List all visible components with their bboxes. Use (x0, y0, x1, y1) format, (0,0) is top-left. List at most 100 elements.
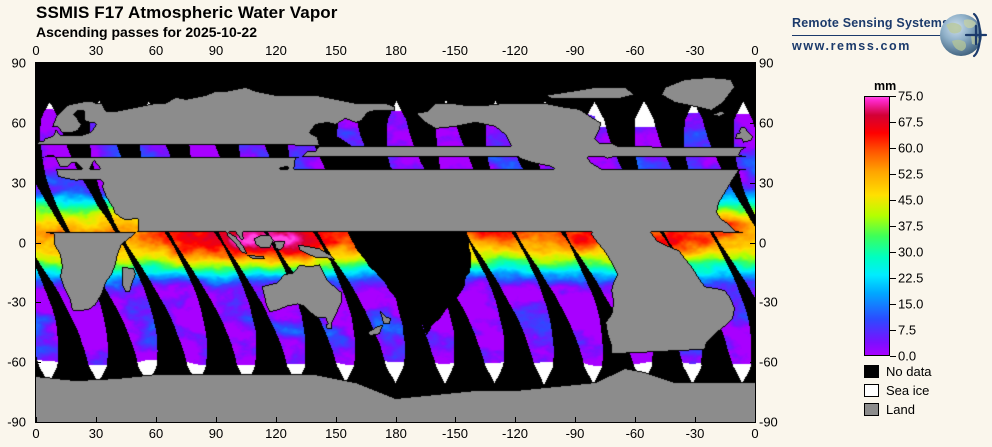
x-axis-label: 90 (208, 43, 224, 58)
x-tick (515, 62, 516, 68)
y-tick (35, 243, 41, 244)
y-tick (35, 362, 41, 363)
legend-swatch (864, 365, 879, 378)
globe-icon (940, 12, 988, 58)
colorbar-tick (890, 174, 896, 175)
colorbar-tick (890, 252, 896, 253)
x-axis-label: 30 (88, 43, 104, 58)
y-axis-label-left: -30 (7, 294, 26, 310)
x-tick (455, 417, 456, 423)
y-axis-label-left: 0 (18, 235, 26, 251)
colorbar-tick (890, 330, 896, 331)
y-tick (35, 422, 41, 423)
colorbar-tick-label: 37.5 (898, 218, 924, 234)
logo-divider (792, 35, 944, 36)
y-tick (35, 63, 41, 64)
colorbar-tick-label: 60.0 (898, 140, 924, 156)
x-axis-label: 0 (32, 43, 40, 58)
x-axis-label: 90 (208, 426, 224, 441)
remss-logo: Remote Sensing Systems www.remss.com (792, 8, 988, 64)
x-tick (515, 417, 516, 423)
colorbar-tick (890, 96, 896, 97)
x-axis-label: 60 (148, 426, 164, 441)
water-vapor-map[interactable] (35, 62, 756, 423)
page-subtitle: Ascending passes for 2025-10-22 (36, 24, 257, 40)
x-tick (96, 417, 97, 423)
y-tick (750, 63, 756, 64)
logo-company-name: Remote Sensing Systems (792, 16, 950, 30)
x-axis-label: -150 (441, 426, 469, 441)
x-axis-label: -60 (625, 43, 645, 58)
y-axis-label-right: -60 (759, 354, 778, 370)
x-tick (36, 417, 37, 423)
y-tick (750, 183, 756, 184)
x-tick (156, 62, 157, 68)
x-tick (755, 417, 756, 423)
x-tick (755, 62, 756, 68)
x-tick (635, 62, 636, 68)
y-tick (750, 302, 756, 303)
x-axis-label: 180 (385, 426, 407, 441)
page-title: SSMIS F17 Atmospheric Water Vapor (36, 3, 338, 22)
colorbar-tick (890, 304, 896, 305)
legend-item: Sea ice (864, 381, 984, 400)
x-tick (216, 62, 217, 68)
x-axis-label: 0 (751, 43, 759, 58)
colorbar-tick (890, 122, 896, 123)
x-tick (575, 62, 576, 68)
x-axis-label: -120 (501, 426, 529, 441)
colorbar-gradient (864, 96, 890, 356)
logo-website: www.remss.com (792, 39, 911, 53)
y-axis-label-right: -90 (759, 414, 778, 430)
x-tick (396, 62, 397, 68)
map-legend: No data Sea ice Land (864, 362, 984, 419)
legend-item: Land (864, 400, 984, 419)
colorbar-tick-label: 0.0 (898, 348, 917, 364)
x-axis-label: -120 (501, 43, 529, 58)
x-tick (455, 62, 456, 68)
y-axis-label-left: 90 (11, 55, 26, 71)
map-raster (36, 63, 755, 422)
x-axis-label: 150 (325, 43, 347, 58)
y-axis-label-right: 30 (759, 175, 774, 191)
x-axis-label: 150 (325, 426, 347, 441)
x-tick (216, 417, 217, 423)
x-axis-label: -30 (685, 426, 705, 441)
x-tick (156, 417, 157, 423)
x-axis-label: 120 (265, 426, 287, 441)
colorbar-tick (890, 200, 896, 201)
colorbar-tick-label: 52.5 (898, 166, 924, 182)
colorbar-tick (890, 148, 896, 149)
x-axis-label: -60 (625, 426, 645, 441)
x-axis-label: 30 (88, 426, 104, 441)
x-axis-label: -90 (565, 43, 585, 58)
x-tick (635, 417, 636, 423)
legend-label: No data (886, 364, 932, 379)
colorbar-unit-label: mm (874, 79, 897, 93)
legend-item: No data (864, 362, 984, 381)
y-axis-label-left: -90 (7, 414, 26, 430)
x-axis-label: -150 (441, 43, 469, 58)
x-tick (96, 62, 97, 68)
y-axis-label-right: 0 (759, 235, 767, 251)
x-tick (276, 62, 277, 68)
y-tick (750, 362, 756, 363)
x-axis-label: 0 (751, 426, 759, 441)
colorbar-tick (890, 226, 896, 227)
x-axis-label: -30 (685, 43, 705, 58)
y-tick (35, 123, 41, 124)
y-tick (35, 302, 41, 303)
x-axis-label: 0 (32, 426, 40, 441)
y-axis-label-left: 60 (11, 115, 26, 131)
x-axis-label: -90 (565, 426, 585, 441)
x-tick (276, 417, 277, 423)
x-tick (695, 62, 696, 68)
colorbar-tick-label: 67.5 (898, 114, 924, 130)
y-tick (750, 422, 756, 423)
y-tick (750, 123, 756, 124)
x-axis-label: 180 (385, 43, 407, 58)
x-tick (695, 417, 696, 423)
x-axis-label: 60 (148, 43, 164, 58)
y-axis-label-right: -30 (759, 294, 778, 310)
x-tick (36, 62, 37, 68)
